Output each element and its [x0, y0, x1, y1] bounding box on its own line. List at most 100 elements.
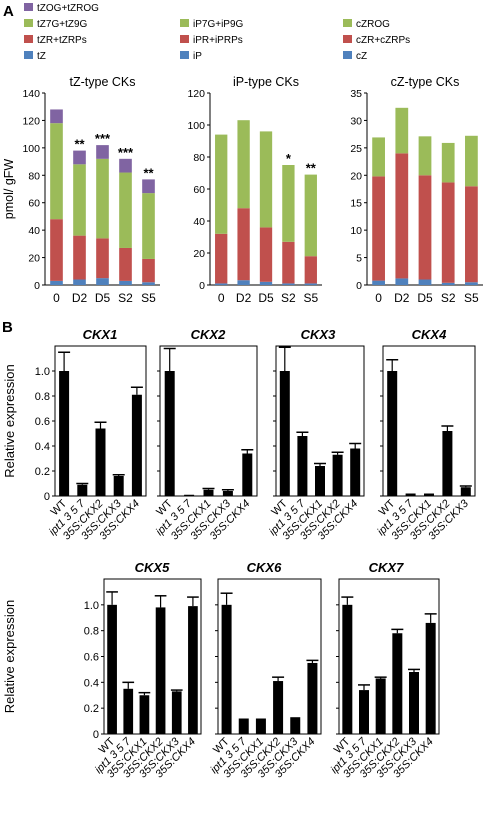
legend-swatch-czr	[343, 35, 352, 43]
bar-segment	[142, 258, 155, 283]
y-tick-label: 60	[28, 198, 40, 210]
bar	[238, 718, 249, 734]
chart-title: CKX2	[191, 327, 226, 342]
bar	[290, 717, 301, 734]
bar	[188, 606, 198, 734]
y-tick-label: 0.2	[84, 703, 99, 715]
significance-label: **	[74, 137, 85, 152]
y-tick-label: 5	[356, 253, 362, 265]
y-tick-label: 120	[22, 115, 40, 127]
y-tick-label: 0.4	[35, 441, 50, 453]
plot-frame	[217, 578, 322, 735]
chart-title: cZ-type CKs	[391, 75, 460, 89]
bar	[155, 607, 166, 734]
bar	[107, 604, 117, 734]
chart-title: tZ-type CKs	[70, 75, 136, 89]
bar-segment	[304, 283, 317, 285]
legend-swatch-tz	[24, 51, 33, 59]
bar-segment	[119, 158, 132, 173]
bar-segment	[142, 193, 155, 259]
x-tick-label: D2	[394, 291, 410, 305]
legend-swatch-tz7g	[24, 19, 33, 27]
y-tick-label: 20	[193, 248, 205, 260]
bar-segment	[119, 247, 132, 281]
bar-segment	[73, 235, 86, 280]
bar-segment	[50, 280, 63, 285]
y-tick-label: 80	[193, 152, 205, 164]
legend-swatch-tzr	[24, 35, 33, 43]
y-tick-label: 0.6	[35, 416, 50, 428]
stacked-chart-1: iP-type CKs 0 20 40 60 80 100 120 0 D2 D5 S2 * S5 **	[187, 75, 322, 305]
bar-segment	[73, 150, 86, 165]
bar-segment	[237, 208, 250, 281]
bar-segment	[465, 186, 478, 283]
bar	[222, 491, 233, 496]
bar-segment	[96, 158, 109, 239]
legend-label-czrog: cZROG	[356, 19, 390, 30]
bar-segment	[372, 176, 385, 281]
y-tick-label: 35	[350, 88, 362, 100]
bar	[95, 428, 106, 496]
x-tick-label: S5	[141, 291, 156, 305]
legend-label-czr: cZR+cZRPs	[356, 35, 410, 46]
bar	[171, 691, 182, 734]
bar-segment	[418, 136, 432, 176]
bar-segment	[259, 227, 273, 282]
bar-segment	[142, 282, 155, 285]
legend-swatch-cz	[343, 51, 352, 59]
bar-segment	[441, 282, 455, 285]
bar-segment	[259, 281, 273, 285]
bar	[307, 662, 318, 734]
bar	[77, 484, 88, 496]
bar	[139, 695, 150, 734]
bar-segment	[395, 278, 409, 285]
legend-label-tz: tZ	[37, 51, 46, 62]
bar-segment	[237, 120, 250, 209]
bar	[315, 466, 325, 496]
bar-segment	[50, 123, 63, 220]
x-tick-label: 0	[53, 291, 60, 305]
x-tick-label: D5	[95, 291, 111, 305]
y-tick-label: 20	[28, 253, 40, 265]
significance-label: ***	[95, 131, 111, 146]
legend-swatch-czrog	[343, 19, 352, 27]
y-tick-label: 15	[350, 198, 362, 210]
legend-label-tzog: tZOG+tZROG	[37, 3, 99, 14]
x-tick-label: S2	[281, 291, 296, 305]
bar-segment	[304, 174, 317, 257]
bar-segment	[73, 164, 86, 236]
bar	[342, 604, 353, 734]
bar-segment	[441, 142, 455, 183]
bar-segment	[441, 182, 455, 283]
bar-segment	[142, 179, 155, 194]
bar-segment	[465, 282, 478, 285]
legend: tZOG+tZROG tZ7G+tZ9G tZR+tZRPs tZ iP7G+i…	[24, 3, 410, 62]
bar-segment	[418, 175, 432, 280]
bar-segment	[119, 172, 132, 248]
y-tick-label: 0	[34, 280, 40, 292]
y-tick-label: 20	[350, 170, 362, 182]
x-tick-label: 0	[375, 291, 382, 305]
y-tick-label: 40	[193, 216, 205, 228]
bar	[164, 371, 175, 496]
y-tick-label: 1.0	[35, 366, 50, 378]
legend-swatch-tzog	[24, 3, 33, 11]
y-tick-label: 10	[350, 225, 362, 237]
bar	[392, 633, 403, 734]
bar	[297, 436, 308, 496]
x-tick-label: S2	[441, 291, 456, 305]
bar	[424, 493, 434, 496]
bar-segment	[96, 145, 109, 159]
chart-title: CKX7	[369, 560, 404, 575]
y-tick-label: 140	[22, 88, 40, 100]
significance-label: **	[306, 161, 317, 176]
bar	[409, 672, 419, 734]
bar-segment	[237, 280, 250, 285]
bar-segment	[282, 283, 295, 285]
chart-title: CKX1	[83, 327, 118, 342]
legend-label-cz: cZ	[356, 51, 367, 62]
bar	[387, 371, 398, 496]
